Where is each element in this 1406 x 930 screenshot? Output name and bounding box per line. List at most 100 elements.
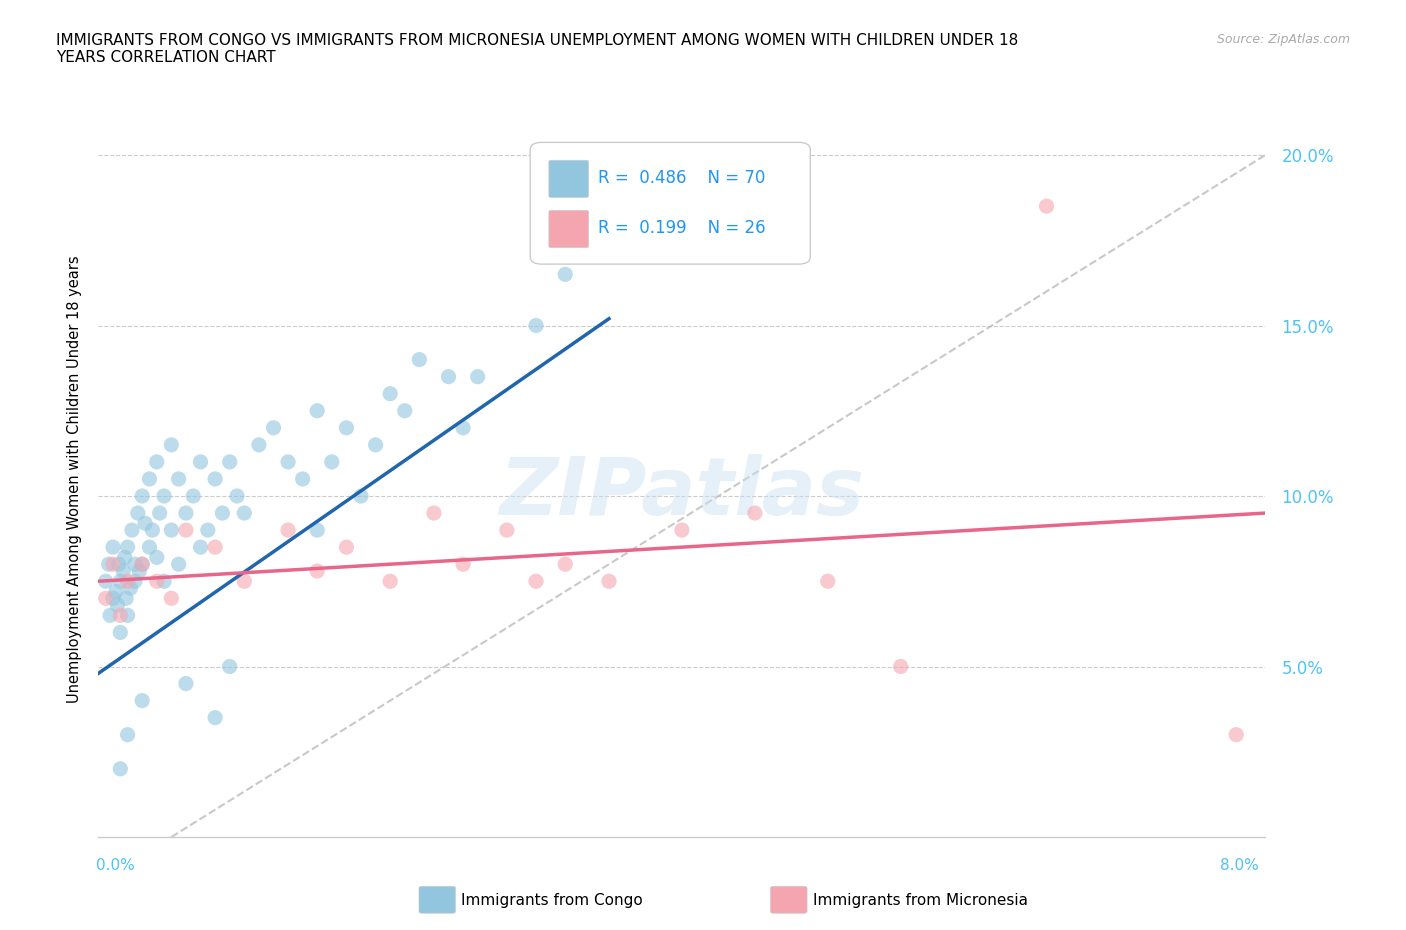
Point xyxy=(451,557,474,572)
Point xyxy=(117,608,139,623)
Point xyxy=(190,455,212,470)
Point xyxy=(190,539,212,554)
Point xyxy=(554,267,576,282)
Text: Source: ZipAtlas.com: Source: ZipAtlas.com xyxy=(1216,33,1350,46)
Point xyxy=(307,404,329,418)
Point xyxy=(101,557,124,572)
Point xyxy=(98,608,121,623)
Point xyxy=(467,369,489,384)
Text: R =  0.486    N = 70: R = 0.486 N = 70 xyxy=(598,169,765,187)
Point xyxy=(146,550,169,565)
Point xyxy=(110,625,132,640)
Text: Immigrants from Congo: Immigrants from Congo xyxy=(461,893,643,908)
Point xyxy=(307,523,329,538)
Point xyxy=(364,437,387,452)
Point xyxy=(117,574,139,589)
Point xyxy=(524,574,547,589)
Point xyxy=(121,523,143,538)
Text: Immigrants from Micronesia: Immigrants from Micronesia xyxy=(813,893,1028,908)
Point xyxy=(204,539,226,554)
Point xyxy=(307,564,329,578)
Point xyxy=(138,472,160,486)
Point xyxy=(890,659,912,674)
Text: IMMIGRANTS FROM CONGO VS IMMIGRANTS FROM MICRONESIA UNEMPLOYMENT AMONG WOMEN WIT: IMMIGRANTS FROM CONGO VS IMMIGRANTS FROM… xyxy=(56,33,1018,65)
Point xyxy=(181,488,204,503)
Point xyxy=(160,523,183,538)
Point xyxy=(174,506,197,521)
Point xyxy=(233,506,256,521)
Point xyxy=(671,523,693,538)
Point xyxy=(817,574,839,589)
Point xyxy=(204,472,226,486)
Text: ZIPatlas: ZIPatlas xyxy=(499,454,865,532)
Point xyxy=(115,591,138,605)
FancyBboxPatch shape xyxy=(548,210,589,247)
Point xyxy=(128,564,150,578)
Point xyxy=(174,523,197,538)
Point xyxy=(174,676,197,691)
Point xyxy=(437,369,460,384)
Text: 8.0%: 8.0% xyxy=(1219,857,1258,872)
Point xyxy=(380,386,402,401)
Point xyxy=(167,557,190,572)
Point xyxy=(1225,727,1247,742)
Point xyxy=(110,574,132,589)
Point xyxy=(247,437,270,452)
Point xyxy=(94,574,117,589)
Point xyxy=(335,420,357,435)
Point xyxy=(211,506,233,521)
Point xyxy=(524,318,547,333)
Point xyxy=(160,437,183,452)
Point xyxy=(277,523,299,538)
Point xyxy=(131,557,153,572)
Point xyxy=(153,574,176,589)
Point xyxy=(226,488,249,503)
Point xyxy=(167,472,190,486)
Point xyxy=(149,506,172,521)
Point xyxy=(380,574,402,589)
Point xyxy=(218,659,240,674)
Point xyxy=(97,557,120,572)
Point xyxy=(153,488,176,503)
Point xyxy=(423,506,446,521)
Point xyxy=(408,352,430,367)
Point xyxy=(138,539,160,554)
Point xyxy=(117,539,139,554)
Point xyxy=(108,557,131,572)
Point xyxy=(291,472,314,486)
FancyBboxPatch shape xyxy=(530,142,810,264)
Point xyxy=(262,420,284,435)
Point xyxy=(554,557,576,572)
Point xyxy=(134,516,156,531)
Point xyxy=(598,574,620,589)
Point xyxy=(131,557,153,572)
Point xyxy=(104,584,127,599)
Point xyxy=(160,591,183,605)
Point xyxy=(94,591,117,605)
Point xyxy=(451,420,474,435)
Y-axis label: Unemployment Among Women with Children Under 18 years: Unemployment Among Women with Children U… xyxy=(66,255,82,703)
Point xyxy=(124,574,146,589)
Point xyxy=(204,711,226,725)
FancyBboxPatch shape xyxy=(548,160,589,197)
Point xyxy=(101,539,124,554)
Point xyxy=(321,455,343,470)
Point xyxy=(233,574,256,589)
Text: R =  0.199    N = 26: R = 0.199 N = 26 xyxy=(598,219,765,237)
Text: 0.0%: 0.0% xyxy=(96,857,135,872)
Point xyxy=(124,557,146,572)
Point xyxy=(131,488,153,503)
Point xyxy=(141,523,163,538)
Point xyxy=(146,574,169,589)
Point xyxy=(110,762,132,777)
Point xyxy=(218,455,240,470)
Point xyxy=(744,506,766,521)
Point xyxy=(105,598,128,613)
Point xyxy=(110,608,132,623)
Point xyxy=(120,580,142,595)
Point xyxy=(496,523,519,538)
Point xyxy=(277,455,299,470)
Point xyxy=(146,455,169,470)
Point xyxy=(114,550,136,565)
Point xyxy=(197,523,219,538)
